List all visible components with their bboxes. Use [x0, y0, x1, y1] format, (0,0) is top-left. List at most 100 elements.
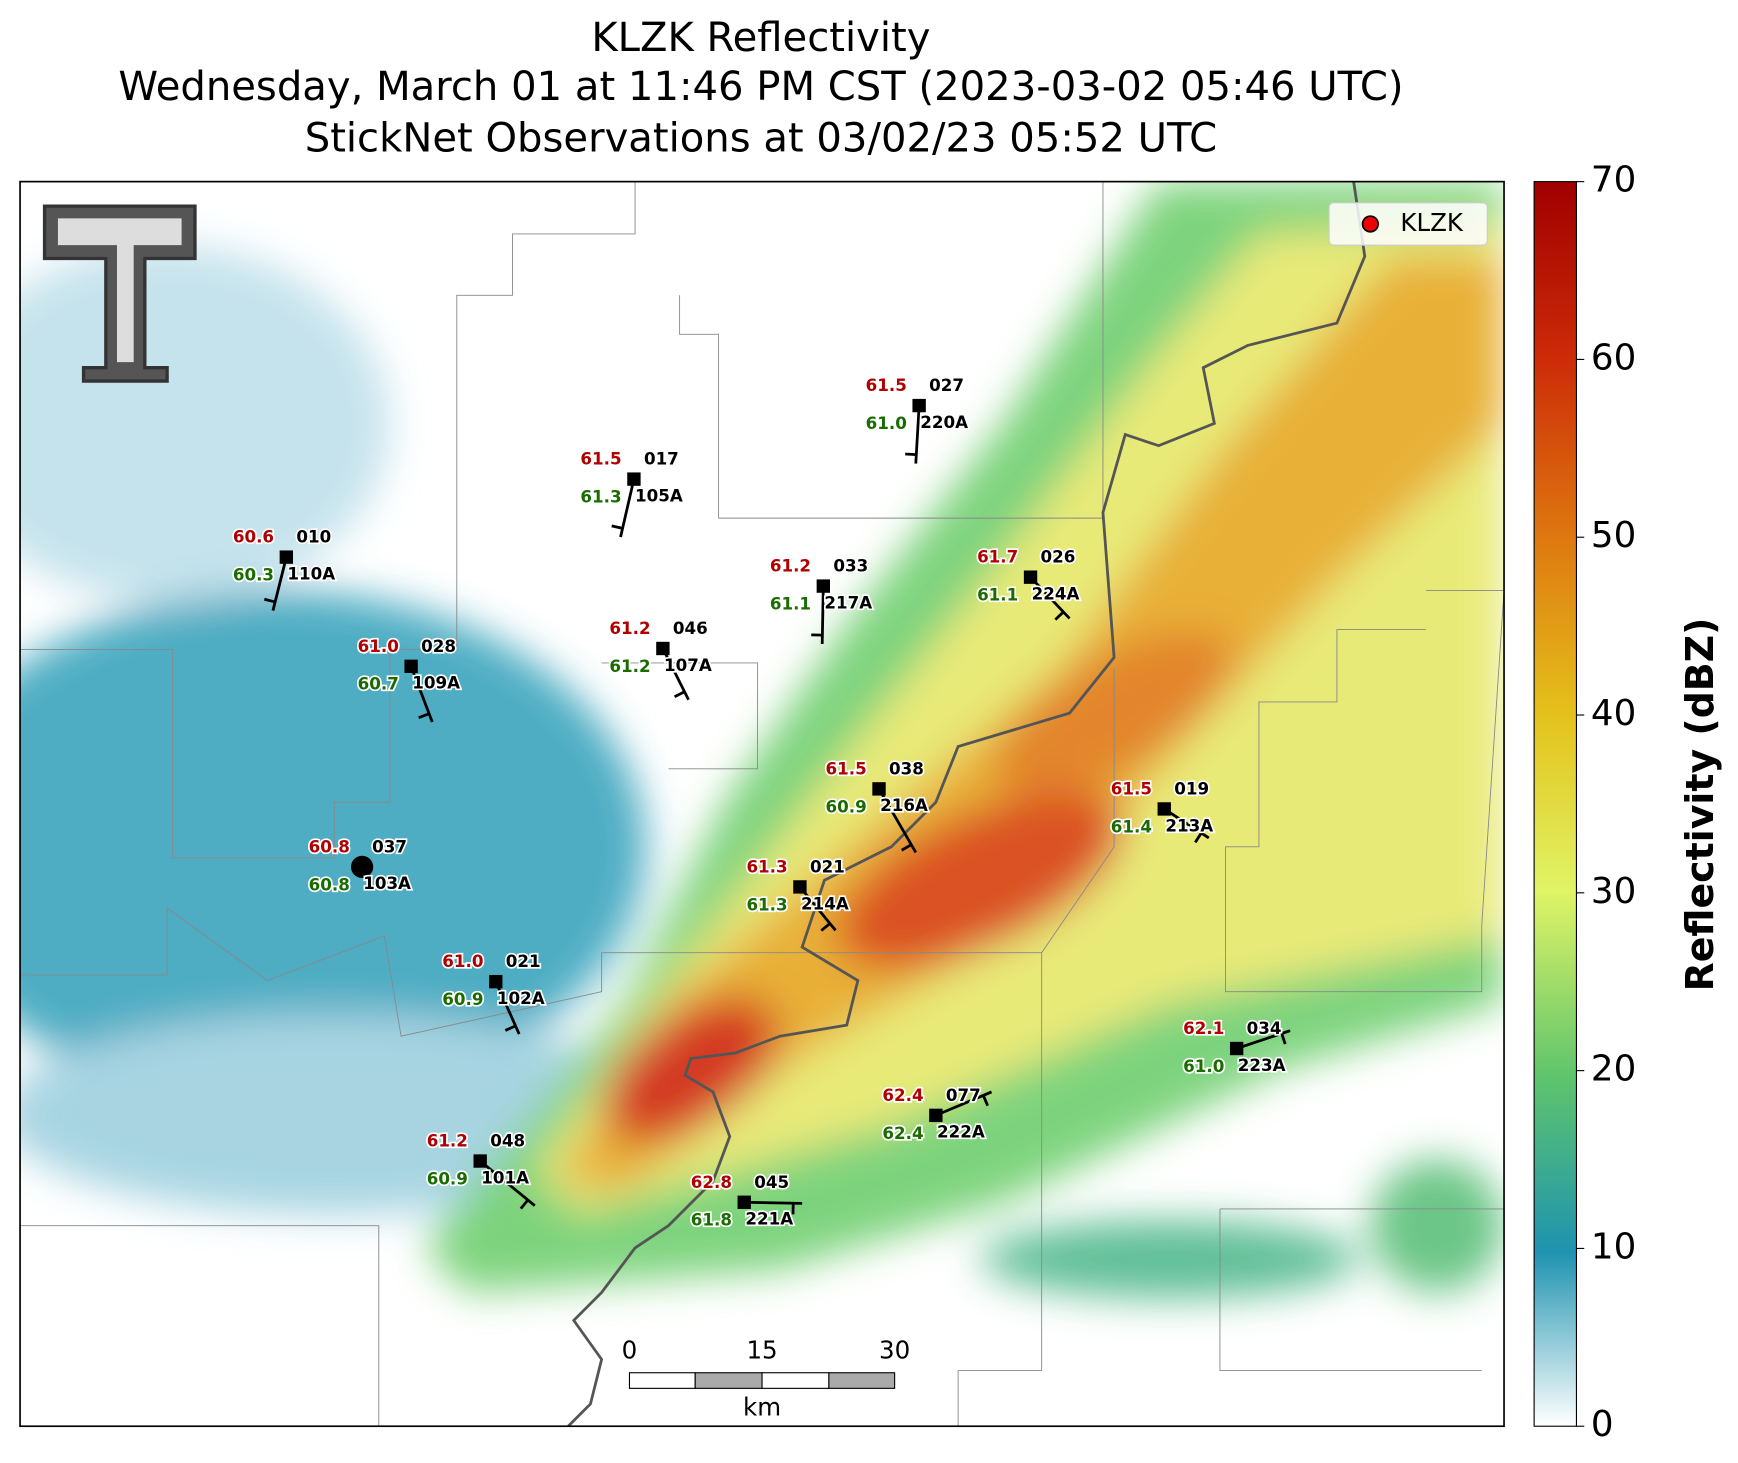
wind-barb	[271, 556, 288, 611]
station-id: 222A	[937, 1122, 985, 1142]
colorbar-tick-label: 70	[1591, 160, 1636, 201]
station-id: 216A	[880, 795, 928, 815]
station-marker	[793, 880, 807, 894]
dewpoint: 61.4	[1111, 816, 1152, 836]
wind-direction: 038	[889, 758, 924, 778]
temperature: 61.5	[580, 449, 621, 469]
temperature: 62.1	[1183, 1018, 1224, 1038]
colorbar-tick-label: 20	[1591, 1049, 1636, 1090]
wind-direction: 021	[810, 856, 845, 876]
colorbar-tick-label: 40	[1591, 693, 1636, 734]
wind-barb	[409, 665, 434, 723]
wind-barb	[1029, 576, 1071, 620]
scale-tick-label: 30	[879, 1336, 910, 1365]
barb-flag	[820, 922, 831, 932]
dewpoint: 61.0	[1183, 1056, 1224, 1076]
temperature: 61.3	[746, 856, 787, 876]
barb-flag	[1194, 832, 1203, 844]
radar	[20, 181, 1505, 1299]
wind-barb	[479, 1159, 536, 1207]
station-id: 109A	[412, 673, 460, 693]
wind-direction: 048	[490, 1131, 525, 1151]
dewpoint: 60.9	[826, 796, 867, 816]
wind-direction: 026	[1041, 547, 1076, 567]
wind-direction: 034	[1247, 1018, 1282, 1038]
county-lines	[20, 181, 1505, 1427]
colorbar-tick-label: 50	[1591, 515, 1636, 556]
station-id: 101A	[481, 1167, 529, 1187]
station-marker	[350, 855, 374, 879]
station-marker	[489, 974, 503, 989]
wind-barb	[494, 981, 521, 1035]
scale-unit: km	[743, 1392, 781, 1421]
logo	[42, 204, 197, 383]
station-marker	[656, 641, 670, 656]
dewpoint: 61.1	[977, 585, 1018, 605]
barb-flag	[1054, 610, 1065, 621]
dewpoint: 61.0	[866, 413, 907, 433]
wind-barb	[877, 788, 917, 854]
station-marker	[404, 659, 418, 674]
temperature: 60.6	[233, 527, 274, 547]
dewpoint: 62.4	[882, 1123, 923, 1143]
station-marker	[929, 1108, 943, 1123]
wind-direction: 027	[929, 375, 964, 395]
station-id: 107A	[664, 655, 712, 675]
barb-flag	[611, 524, 623, 530]
station-marker	[912, 398, 926, 413]
temperature: 62.4	[882, 1085, 923, 1105]
dewpoint: 61.8	[691, 1210, 732, 1230]
dewpoint: 60.7	[358, 674, 399, 694]
dewpoint: 60.9	[427, 1168, 468, 1188]
wind-direction: 077	[946, 1085, 981, 1105]
dewpoint: 61.3	[580, 487, 621, 507]
colorbar-label: Reflectivity (dBZ)	[1678, 618, 1722, 992]
station-id: 221A	[745, 1209, 793, 1229]
scale-tick-label: 0	[622, 1336, 638, 1365]
barb-flag	[504, 1024, 517, 1032]
temperature: 61.7	[977, 547, 1018, 567]
temperature: 61.2	[427, 1131, 468, 1151]
temperature: 61.0	[358, 636, 399, 656]
station-marker	[627, 472, 641, 486]
map-frame	[19, 180, 1505, 1428]
wind-direction: 019	[1174, 778, 1209, 798]
dewpoint: 61.1	[770, 594, 811, 614]
barb-flag	[900, 843, 913, 852]
scale-tick-label: 15	[746, 1336, 777, 1365]
barb-flag	[263, 597, 276, 604]
barb-flag	[519, 1199, 529, 1210]
barb-flag	[1280, 1033, 1287, 1045]
barb-flag	[418, 712, 430, 719]
station-id: 217A	[824, 592, 872, 612]
station-id: 224A	[1032, 584, 1080, 604]
station-marker	[737, 1195, 751, 1209]
wind-barb	[798, 886, 837, 932]
scale-bar: km 0 15 30	[622, 1336, 911, 1422]
colorbar-tick-label: 0	[1591, 1404, 1614, 1445]
station-id: 223A	[1238, 1055, 1286, 1075]
dewpoint: 61.2	[609, 656, 650, 676]
wind-direction: 037	[372, 836, 407, 856]
station-id: 103A	[363, 873, 411, 893]
wind-direction: 028	[421, 636, 456, 656]
colorbar-tick-label: 30	[1591, 871, 1636, 912]
temperature: 61.2	[770, 556, 811, 576]
station-id: 110A	[287, 563, 335, 583]
title: KLZK Reflectivity	[591, 15, 930, 61]
legend: KLZK	[1328, 202, 1488, 246]
station-marker	[816, 579, 831, 593]
subtitle: Wednesday, March 01 at 11:46 PM CST (202…	[118, 64, 1403, 110]
temperature: 60.8	[309, 836, 350, 856]
dewpoint: 60.3	[233, 565, 274, 585]
barb-flag	[905, 452, 917, 457]
station-id: 105A	[635, 485, 683, 505]
wind-direction: 021	[506, 951, 541, 971]
station-marker	[473, 1154, 487, 1168]
state-border	[567, 181, 1367, 1428]
station-marker	[1023, 570, 1038, 584]
wind-direction: 017	[644, 449, 679, 469]
station-id: 213A	[1165, 815, 1213, 835]
dewpoint: 60.9	[442, 989, 483, 1009]
